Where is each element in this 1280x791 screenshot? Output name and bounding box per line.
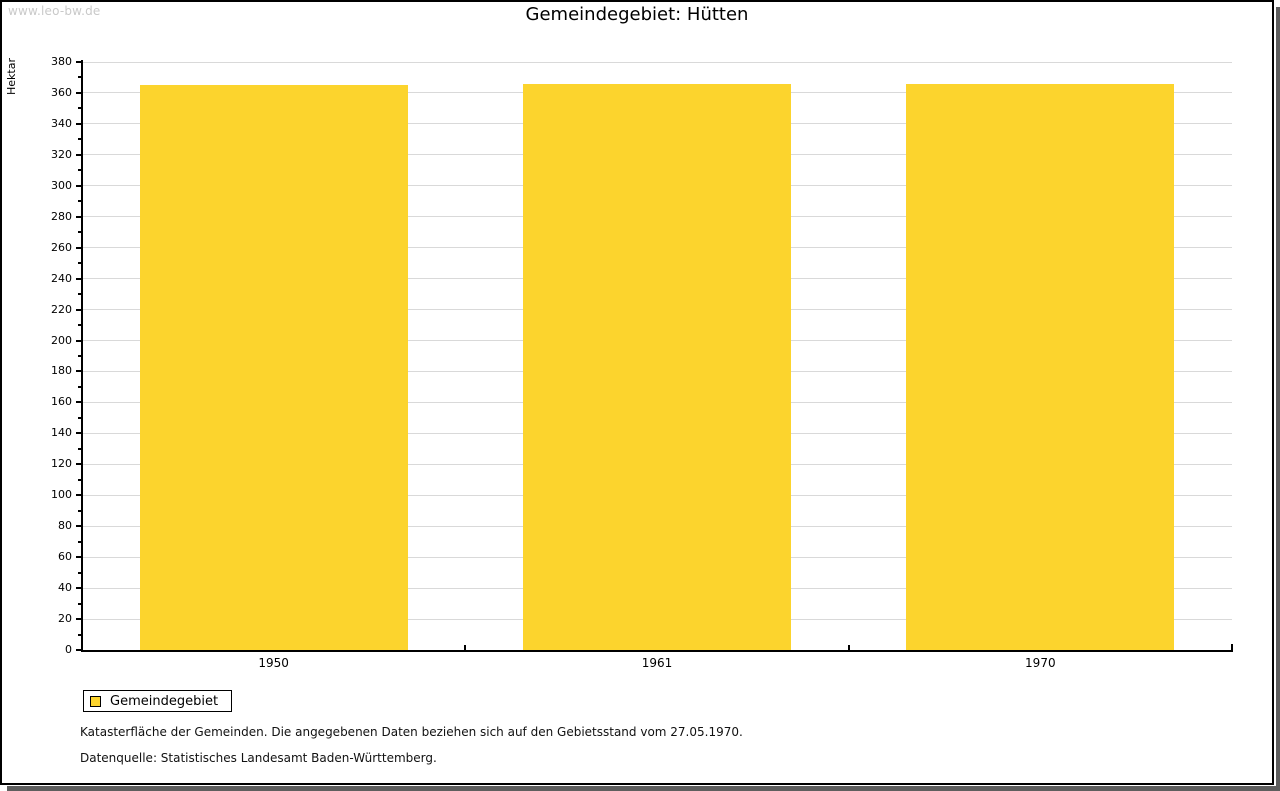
y-major-tick <box>76 370 82 373</box>
y-tick-label: 80 <box>58 519 72 533</box>
y-tick-label: 260 <box>51 240 72 254</box>
y-minor-tick <box>78 509 82 512</box>
y-major-tick <box>76 246 82 249</box>
footnote-data-source: Datenquelle: Statistisches Landesamt Bad… <box>80 751 437 765</box>
y-tick-label: 280 <box>51 209 72 223</box>
legend-swatch-gemeindegebiet <box>90 695 101 707</box>
x-tick-label: 1961 <box>641 656 673 670</box>
y-major-tick <box>76 122 82 125</box>
y-tick-label: 60 <box>58 550 72 564</box>
y-major-tick <box>76 61 82 63</box>
y-major-tick <box>76 339 82 342</box>
y-major-tick <box>76 463 82 466</box>
y-minor-tick <box>78 76 82 79</box>
y-minor-tick <box>78 355 82 357</box>
chart-title: Gemeindegebiet: Hütten <box>525 4 749 25</box>
drop-shadow-right <box>1276 7 1280 791</box>
footnote-source-note: Katasterfläche der Gemeinden. Die angege… <box>80 725 743 739</box>
watermark-leo-bw: www.leo-bw.de <box>8 4 101 18</box>
y-minor-tick <box>78 231 82 234</box>
y-minor-tick <box>78 540 82 543</box>
y-minor-tick <box>78 169 82 172</box>
y-tick-label: 40 <box>58 581 72 595</box>
y-tick-label: 0 <box>65 643 72 656</box>
x-boundary-tick <box>464 645 467 650</box>
y-tick-label: 20 <box>58 612 72 626</box>
y-major-tick <box>76 432 82 435</box>
y-minor-tick <box>78 262 82 265</box>
y-tick-label: 240 <box>51 271 72 285</box>
x-axis-line <box>81 650 1233 652</box>
bar-1961 <box>523 83 791 650</box>
legend-box: Gemeindegebiet <box>83 690 232 712</box>
y-major-tick <box>76 308 82 311</box>
y-tick-label: 180 <box>51 364 72 378</box>
y-major-tick <box>76 649 82 651</box>
y-major-tick <box>76 587 82 590</box>
y-major-tick <box>76 401 82 404</box>
y-major-tick <box>76 91 82 94</box>
x-axis-end-tick <box>1231 644 1233 650</box>
y-minor-tick <box>78 107 82 110</box>
bar-1950 <box>139 85 408 650</box>
y-major-tick <box>76 184 82 187</box>
y-axis-line <box>81 60 83 652</box>
y-tick-label: 120 <box>51 457 72 471</box>
y-major-tick <box>76 494 82 497</box>
y-minor-tick <box>78 571 82 574</box>
y-minor-tick <box>78 447 82 450</box>
y-tick-label: 300 <box>51 178 72 192</box>
y-minor-tick <box>78 385 82 388</box>
x-tick-label: 1950 <box>258 656 289 670</box>
y-minor-tick <box>78 633 82 636</box>
y-minor-tick <box>78 602 82 605</box>
y-tick-label: 340 <box>51 116 72 130</box>
y-major-tick <box>76 215 82 218</box>
gridline <box>82 61 1232 63</box>
x-tick-label: 1970 <box>1025 656 1056 670</box>
y-tick-label: 220 <box>51 302 72 316</box>
y-tick-label: 100 <box>51 488 72 502</box>
y-tick-label: 140 <box>51 426 72 440</box>
y-major-tick <box>76 618 82 621</box>
y-major-tick <box>76 556 82 559</box>
y-minor-tick <box>78 200 82 203</box>
y-major-tick <box>76 277 82 280</box>
y-minor-tick <box>78 293 82 296</box>
y-minor-tick <box>78 138 82 141</box>
y-minor-tick <box>78 416 82 419</box>
y-minor-tick <box>78 478 82 481</box>
y-major-tick <box>76 153 82 156</box>
y-tick-label: 320 <box>51 147 72 161</box>
y-tick-label: 360 <box>51 85 72 99</box>
legend-label: Gemeindegebiet <box>110 693 219 709</box>
y-tick-label: 380 <box>51 55 72 68</box>
x-boundary-tick <box>847 645 850 650</box>
y-major-tick <box>76 525 82 528</box>
y-minor-tick <box>78 324 82 327</box>
y-tick-label: 200 <box>51 333 72 347</box>
drop-shadow-bottom <box>7 786 1280 791</box>
bar-1970 <box>906 83 1175 650</box>
y-tick-label: 160 <box>51 395 72 409</box>
